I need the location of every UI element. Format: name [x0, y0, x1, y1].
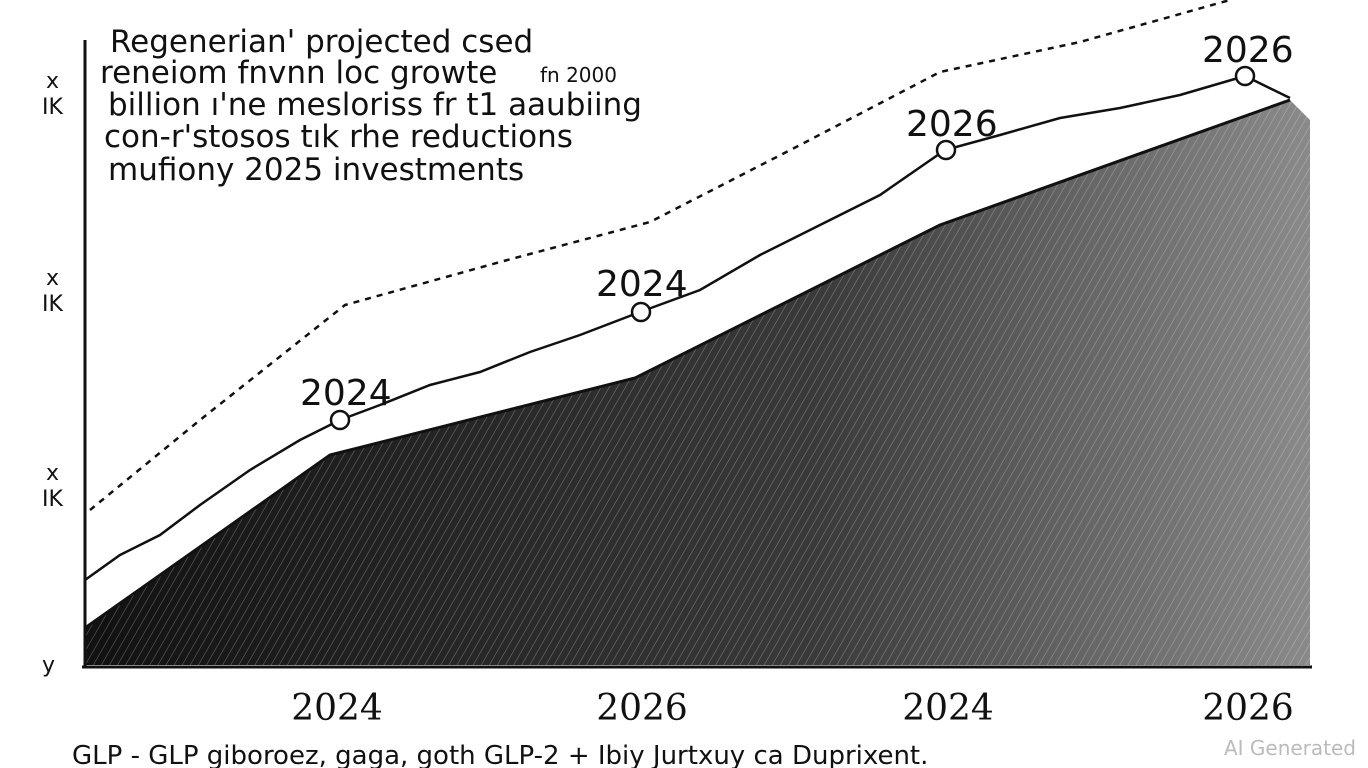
point-label: 2024 [300, 373, 392, 414]
trend-line [84, 74, 1291, 582]
y-origin-label: y [42, 653, 55, 678]
y-label: IK [42, 95, 63, 120]
y-label: x [46, 461, 59, 486]
title-line: reneiom fnvnn loc growte [100, 55, 497, 91]
title-line: billion ı'ne mesloriss fr t1 aaubiing [108, 87, 642, 123]
footer: GLP - GLP giboroez, gaga, goth GLP-2 + I… [72, 741, 928, 768]
x-label: 2026 [596, 688, 688, 729]
y-label: IK [42, 487, 63, 512]
area-edge [84, 98, 1291, 630]
title-line: mufiony 2025 investments [108, 152, 524, 188]
title-line: con-r'stosos tık rhe reductions [104, 119, 573, 155]
point [1234, 65, 1256, 87]
x-label: 2024 [902, 688, 994, 729]
y-label: IK [42, 292, 63, 317]
x-label: 2026 [1202, 688, 1294, 729]
point [329, 409, 351, 431]
title-note: fn 2000 [540, 63, 617, 87]
y-label: x [46, 266, 59, 291]
point-label: 2026 [1202, 30, 1294, 71]
point-label: 2026 [906, 104, 998, 145]
point [935, 139, 957, 161]
watermark: AI Generated [1224, 736, 1356, 760]
y-label: x [46, 69, 59, 94]
area-hatch [85, 100, 1310, 665]
point [630, 301, 652, 323]
x-label: 2024 [291, 688, 383, 729]
title-line: Regenerian' projected csed [110, 24, 533, 60]
point-label: 2024 [596, 264, 688, 305]
